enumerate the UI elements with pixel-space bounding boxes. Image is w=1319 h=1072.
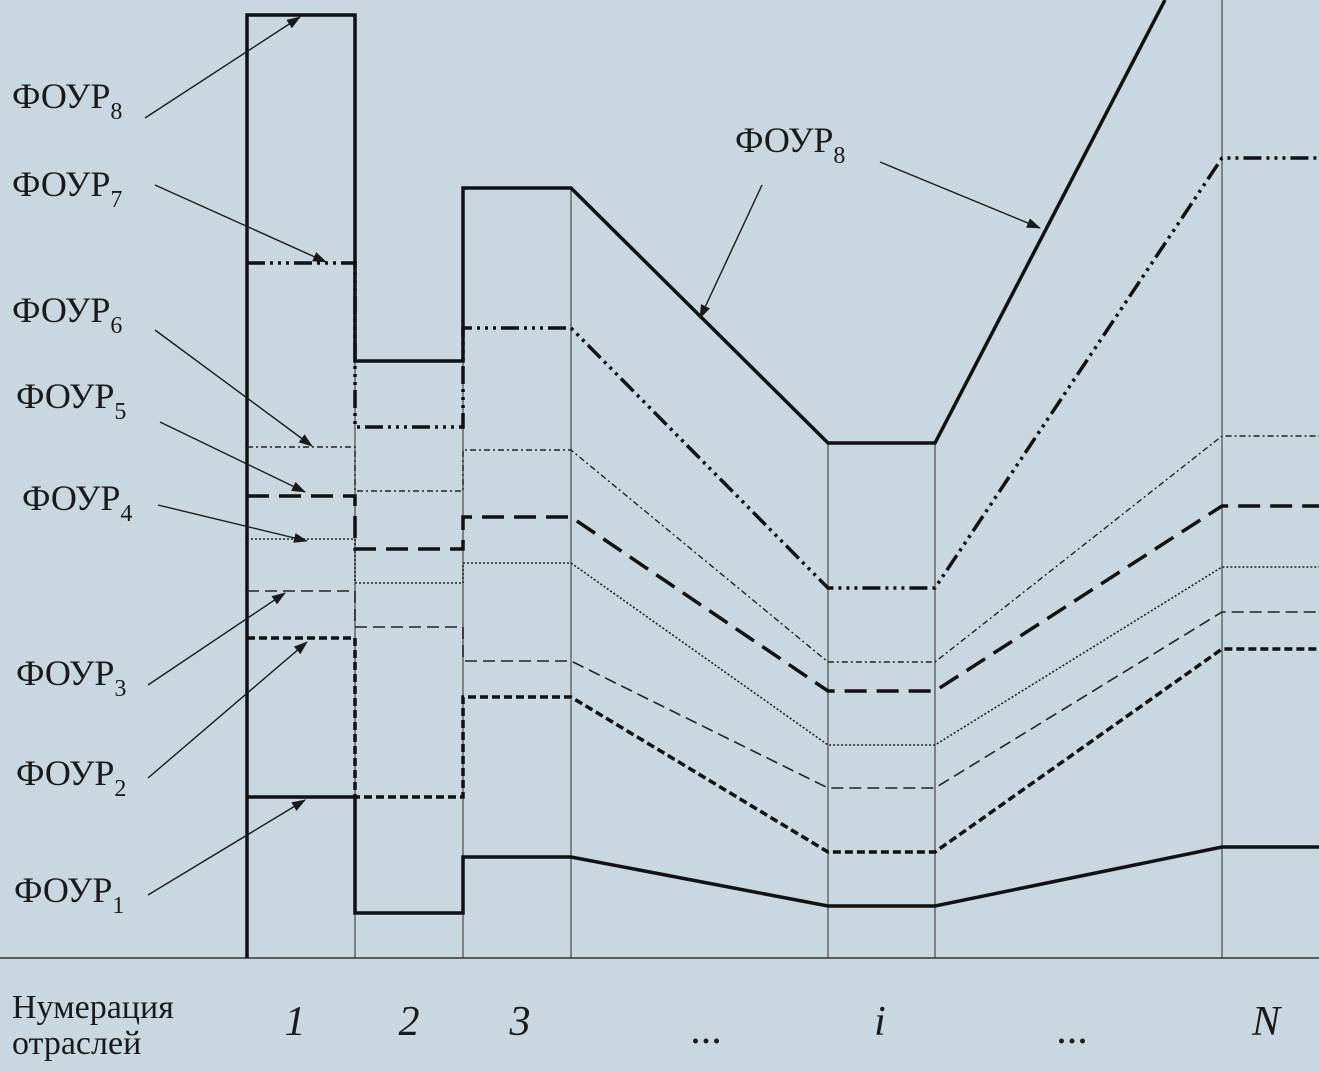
label-subscript: 6 (110, 312, 123, 339)
x-tick-3: 3 (509, 999, 531, 1045)
arrow-four4 (157, 504, 308, 543)
x-axis-title-line1: Нумерация (12, 989, 174, 1026)
label-four8-left: ФОУР8 (12, 78, 122, 124)
label-four2: ФОУР2 (16, 755, 126, 801)
label-subscript: 4 (120, 500, 133, 527)
label-text: ФОУР (16, 753, 115, 793)
label-text: ФОУР (22, 478, 121, 518)
arrow-four3 (147, 592, 286, 686)
series-four7-line (247, 156, 1319, 590)
label-subscript: 5 (114, 398, 127, 425)
series-four4-line (247, 538, 1319, 746)
arrow-four8-right-b (879, 161, 1041, 229)
label-text: ФОУР (12, 76, 111, 116)
label-four3: ФОУР3 (16, 655, 126, 701)
arrow-four7 (154, 184, 327, 263)
series-four5-line (247, 494, 1319, 693)
series-four2-line (247, 636, 1319, 854)
x-axis-title: Нумерация отраслей (12, 990, 174, 1061)
label-text: ФОУР (16, 653, 115, 693)
x-tick-ellipsis-2: ... (1056, 1007, 1088, 1053)
label-text: ФОУР (735, 120, 834, 160)
label-text: ФОУР (14, 870, 113, 910)
label-subscript: 8 (833, 142, 846, 169)
arrow-four5 (159, 421, 306, 493)
label-text: ФОУР (12, 164, 111, 204)
diagram-canvas (0, 0, 1319, 959)
arrow-four8-left (144, 16, 301, 119)
label-subscript: 7 (110, 186, 123, 213)
label-four7: ФОУР7 (12, 166, 122, 212)
series-four6-line (247, 435, 1319, 663)
label-four6: ФОУР6 (12, 292, 122, 338)
x-tick-2: 2 (398, 999, 420, 1045)
label-subscript: 1 (112, 892, 125, 919)
x-axis-title-line2: отраслей (12, 1024, 142, 1062)
label-four1: ФОУР1 (14, 872, 124, 918)
label-subscript: 2 (114, 775, 127, 802)
x-tick-n: N (1251, 999, 1281, 1045)
callout-arrows (144, 16, 1041, 896)
arrow-four1 (147, 799, 306, 896)
label-four8-right: ФОУР8 (735, 122, 845, 168)
arrow-four6 (154, 329, 313, 447)
label-text: ФОУР (16, 376, 115, 416)
label-four4: ФОУР4 (22, 480, 132, 526)
series-four3-line (247, 590, 1319, 789)
series-four1-line (247, 795, 1319, 915)
label-subscript: 8 (110, 98, 123, 125)
arrow-four2 (147, 641, 308, 779)
label-four5: ФОУР5 (16, 378, 126, 424)
x-tick-i: i (874, 999, 886, 1045)
x-tick-ellipsis-1: ... (690, 1007, 722, 1053)
x-tick-1: 1 (284, 999, 306, 1045)
series-fouр8-line (245, 0, 1167, 958)
arrow-four8-right-a (699, 184, 763, 319)
label-text: ФОУР (12, 290, 111, 330)
label-subscript: 3 (114, 675, 127, 702)
